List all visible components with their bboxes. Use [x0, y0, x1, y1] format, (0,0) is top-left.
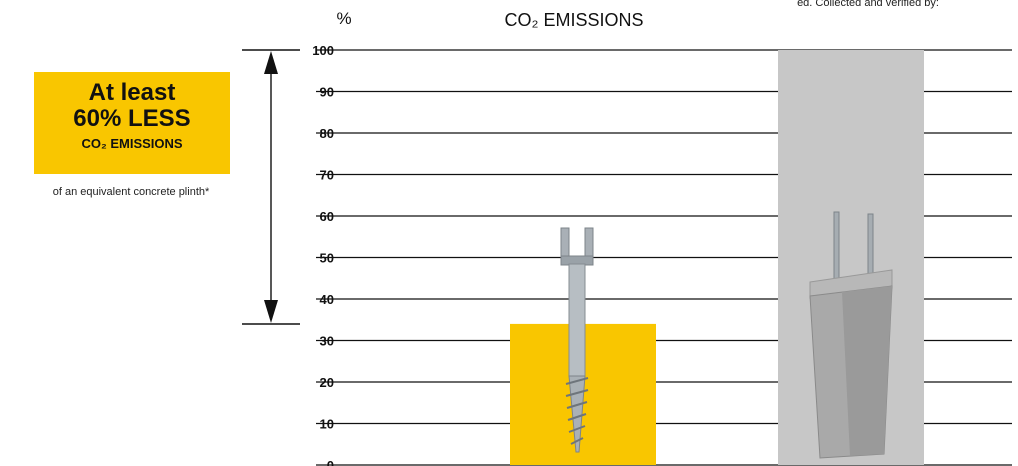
- callout-line-3: CO₂ EMISSIONS: [81, 136, 183, 151]
- y-tick-label: 30: [320, 334, 334, 349]
- y-tick-label: 0: [327, 458, 334, 466]
- ground-screw-icon: [560, 227, 594, 453]
- reduction-callout: At least 60% LESS CO₂ EMISSIONS: [34, 72, 230, 174]
- y-tick-label: 80: [320, 126, 334, 141]
- y-axis-ticks: 0 10 20 30 40 50 60 70 80 90 100: [312, 43, 334, 466]
- callout-line-2: 60% LESS: [73, 105, 191, 132]
- y-tick-label: 70: [320, 168, 334, 183]
- y-tick-label: 40: [320, 292, 334, 307]
- top-note: ed. Collected and verified by:: [797, 0, 939, 9]
- y-tick-label: 50: [320, 251, 334, 266]
- callout-line-1: At least: [88, 79, 176, 106]
- unit-label: %: [336, 9, 351, 28]
- y-tick-label: 20: [320, 375, 334, 390]
- concrete-plinth-icon: [809, 211, 893, 459]
- y-tick-label: 100: [312, 43, 334, 58]
- y-tick-label: 10: [320, 417, 334, 432]
- y-tick-label: 60: [320, 209, 334, 224]
- y-tick-label: 90: [320, 85, 334, 100]
- reduction-arrow: [242, 49, 300, 325]
- chart-title: CO₂ EMISSIONS: [504, 10, 643, 30]
- callout-footnote: of an equivalent concrete plinth*: [52, 186, 210, 198]
